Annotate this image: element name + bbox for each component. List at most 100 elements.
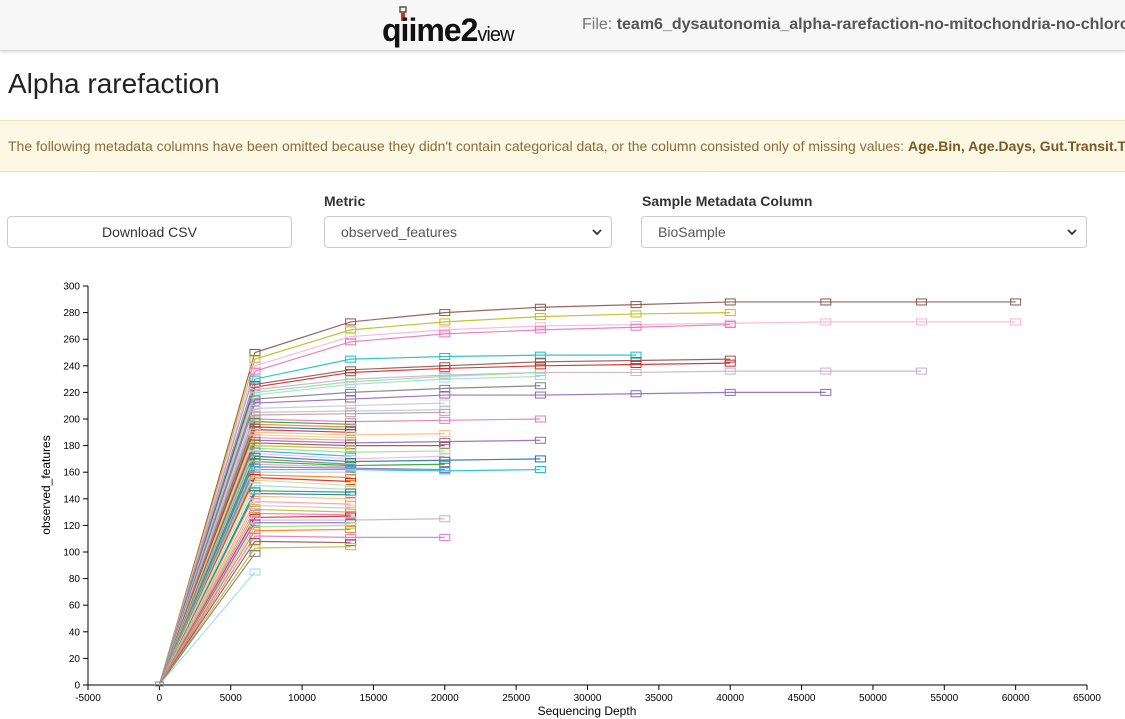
series-point-box[interactable]: [439, 326, 451, 334]
series-point-box[interactable]: [249, 544, 261, 552]
series-point-box[interactable]: [534, 382, 546, 390]
series-point-box[interactable]: [249, 411, 261, 419]
series-line[interactable]: [158, 528, 351, 686]
series-point-box[interactable]: [249, 362, 261, 370]
series-point-box[interactable]: [630, 360, 642, 368]
series-point-box[interactable]: [249, 527, 261, 535]
series-point-box[interactable]: [345, 512, 357, 520]
series-point-box[interactable]: [439, 309, 451, 317]
series-line[interactable]: [158, 484, 351, 686]
series-point-box[interactable]: [439, 330, 451, 338]
series-point-box[interactable]: [724, 321, 736, 329]
series-point-box[interactable]: [249, 501, 261, 509]
series-line[interactable]: [158, 411, 445, 686]
qiime2-view-logo[interactable]: qiime2view: [382, 6, 514, 48]
series-point-box[interactable]: [724, 388, 736, 396]
series-point-box[interactable]: [249, 482, 261, 489]
series-point-box[interactable]: [345, 525, 357, 533]
series-point-box[interactable]: [534, 466, 546, 474]
series-line[interactable]: [158, 312, 731, 686]
series-point-box[interactable]: [345, 368, 357, 376]
series-point-box[interactable]: [630, 356, 642, 364]
series-point-box[interactable]: [439, 352, 451, 360]
series-point-box[interactable]: [534, 368, 546, 376]
series-point-box[interactable]: [439, 533, 451, 541]
series-point-box[interactable]: [630, 390, 642, 398]
series-point-box[interactable]: [345, 380, 357, 388]
series-line[interactable]: [158, 504, 351, 686]
series-point-box[interactable]: [345, 521, 357, 529]
series-point-box[interactable]: [439, 452, 451, 460]
series-point-box[interactable]: [249, 355, 261, 363]
series-point-box[interactable]: [249, 476, 261, 484]
series-point-box[interactable]: [820, 367, 832, 375]
series-point-box[interactable]: [915, 298, 927, 306]
series-line[interactable]: [158, 535, 445, 686]
series-point-box[interactable]: [534, 358, 546, 366]
series-point-box[interactable]: [724, 309, 736, 317]
series-point-box[interactable]: [345, 539, 357, 547]
series-point-box[interactable]: [439, 375, 451, 383]
series-point-box[interactable]: [345, 504, 357, 512]
series-point-box[interactable]: [345, 338, 357, 346]
series-point-box[interactable]: [534, 372, 546, 380]
series-line[interactable]: [158, 323, 731, 686]
series-point-box[interactable]: [915, 367, 927, 375]
series-point-box[interactable]: [439, 430, 451, 438]
series-point-box[interactable]: [345, 355, 357, 363]
series-point-box[interactable]: [345, 333, 357, 341]
series-point-box[interactable]: [345, 533, 357, 541]
series-point-box[interactable]: [915, 318, 927, 326]
series-point-box[interactable]: [249, 404, 261, 412]
series-line[interactable]: [158, 500, 351, 686]
series-point-box[interactable]: [439, 391, 451, 399]
series-point-box[interactable]: [630, 301, 642, 309]
series-point-box[interactable]: [1010, 298, 1022, 306]
series-line[interactable]: [158, 354, 637, 686]
series-point-box[interactable]: [439, 384, 451, 392]
series-point-box[interactable]: [249, 532, 261, 540]
series-point-box[interactable]: [534, 322, 546, 330]
series-line[interactable]: [158, 546, 351, 686]
series-point-box[interactable]: [439, 438, 451, 446]
series-point-box[interactable]: [345, 444, 357, 452]
series-point-box[interactable]: [345, 468, 357, 476]
series-point-box[interactable]: [345, 395, 357, 403]
series-line[interactable]: [158, 479, 351, 686]
series-point-box[interactable]: [534, 303, 546, 311]
series-line[interactable]: [158, 571, 256, 686]
series-line[interactable]: [158, 321, 1016, 686]
series-point-box[interactable]: [439, 456, 451, 464]
series-point-box[interactable]: [724, 355, 736, 363]
series-point-box[interactable]: [249, 505, 261, 513]
series-point-box[interactable]: [534, 415, 546, 423]
series-point-box[interactable]: [630, 351, 642, 359]
series-point-box[interactable]: [249, 497, 261, 505]
series-point-box[interactable]: [249, 395, 261, 403]
series-point-box[interactable]: [724, 359, 736, 367]
series-point-box[interactable]: [439, 408, 451, 416]
series-point-box[interactable]: [249, 391, 261, 399]
series-line[interactable]: [158, 301, 1016, 686]
series-point-box[interactable]: [439, 364, 451, 372]
series-point-box[interactable]: [345, 495, 357, 503]
series-point-box[interactable]: [439, 447, 451, 455]
series-point-box[interactable]: [439, 399, 451, 407]
series-point-box[interactable]: [345, 388, 357, 396]
series-point-box[interactable]: [439, 318, 451, 326]
series-point-box[interactable]: [249, 537, 261, 545]
series-point-box[interactable]: [249, 375, 261, 383]
series-line[interactable]: [158, 524, 351, 686]
series-line[interactable]: [158, 540, 351, 686]
download-csv-button[interactable]: Download CSV: [7, 216, 292, 248]
series-line[interactable]: [158, 391, 826, 686]
series-point-box[interactable]: [534, 436, 546, 444]
series-point-box[interactable]: [534, 351, 546, 359]
series-line[interactable]: [158, 522, 351, 686]
series-line[interactable]: [158, 552, 256, 686]
series-point-box[interactable]: [534, 362, 546, 370]
series-point-box[interactable]: [820, 298, 832, 306]
series-point-box[interactable]: [439, 460, 451, 468]
series-point-box[interactable]: [249, 519, 261, 527]
series-point-box[interactable]: [439, 442, 451, 450]
